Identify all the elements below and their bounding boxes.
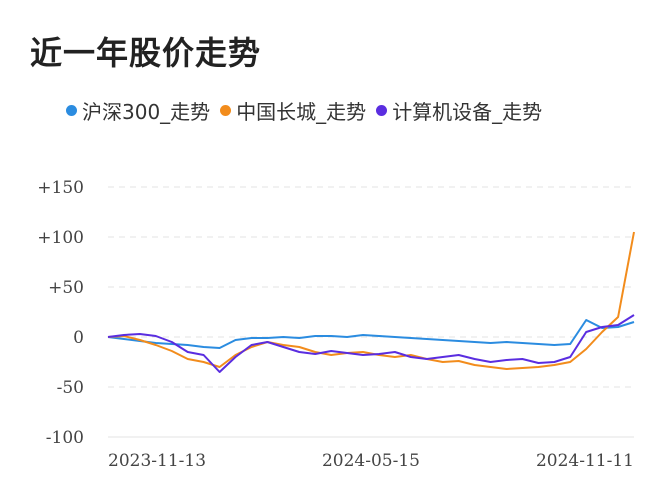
y-tick-label: +100 [37, 228, 84, 248]
legend: 沪深300_走势 中国长城_走势 计算机设备_走势 [66, 96, 552, 125]
y-tick-label: +150 [37, 178, 84, 198]
legend-item-great-wall[interactable]: 中国长城_走势 [220, 96, 366, 125]
legend-label: 沪深300_走势 [82, 100, 211, 124]
legend-label: 计算机设备_走势 [392, 100, 543, 124]
legend-item-hs300[interactable]: 沪深300_走势 [66, 96, 210, 125]
series-line-1 [107, 231, 635, 370]
x-tick-label: 2024-11-11 [536, 451, 634, 471]
chart-title: 近一年股价走势 [30, 34, 262, 72]
y-tick-label: -100 [46, 428, 84, 448]
legend-dot-icon [66, 105, 77, 116]
grid-lines [108, 186, 634, 438]
y-tick-label: +50 [48, 278, 84, 298]
x-tick-label: 2024-05-15 [322, 451, 420, 471]
y-tick-label: -50 [57, 378, 84, 398]
y-tick-label: 0 [73, 328, 84, 348]
y-axis: +150 +100 +50 0 -50 -100 [37, 178, 84, 448]
legend-dot-icon [220, 105, 232, 116]
series-line-0 [107, 319, 635, 349]
x-axis: 2023-11-13 2024-05-15 2024-11-11 [108, 451, 634, 471]
legend-label: 中国长城_走势 [236, 100, 367, 124]
series-line-2 [107, 314, 635, 373]
legend-dot-icon [376, 105, 388, 116]
x-tick-label: 2023-11-13 [108, 451, 206, 471]
series-lines [107, 231, 635, 373]
legend-item-computer-equipment[interactable]: 计算机设备_走势 [376, 96, 542, 125]
